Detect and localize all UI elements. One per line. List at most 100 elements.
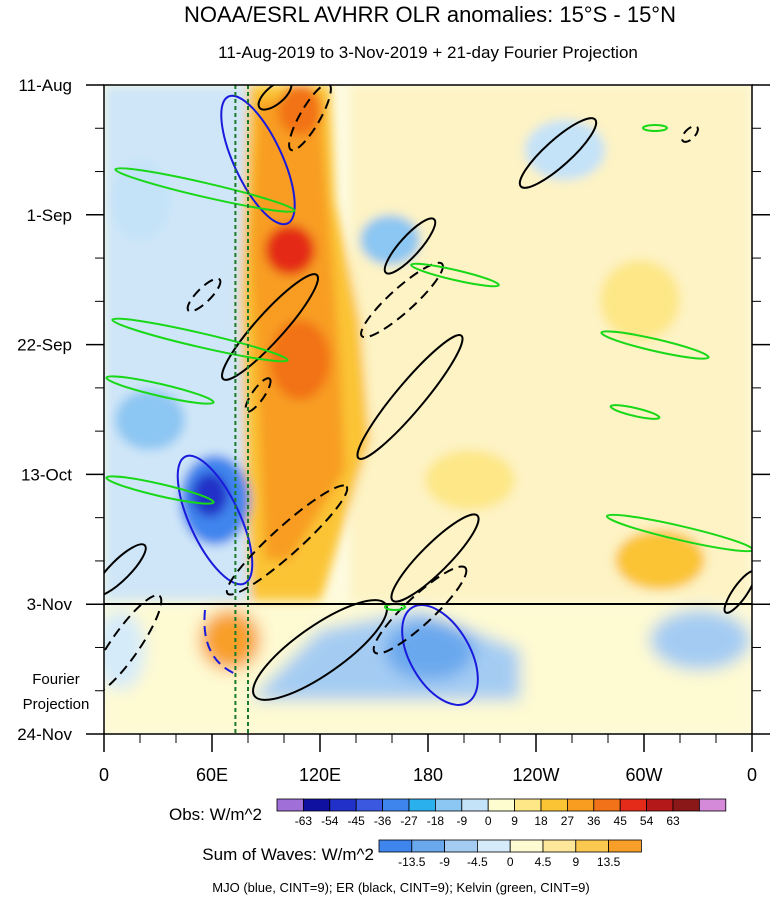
obs-field bbox=[104, 85, 750, 604]
obs-legend-label: Obs: W/m^2 bbox=[169, 805, 262, 824]
x-tick-label: 120E bbox=[299, 765, 341, 785]
plot-area bbox=[104, 85, 752, 734]
obs-legend-level: -36 bbox=[374, 814, 392, 828]
obs-legend-swatch bbox=[699, 798, 727, 812]
y-tick-label: 11-Aug bbox=[18, 76, 72, 95]
kelvin-contours bbox=[105, 124, 752, 611]
er-contour-negative bbox=[244, 377, 272, 413]
waves-legend-swatch bbox=[509, 839, 544, 853]
obs-legend-level: 18 bbox=[534, 814, 548, 828]
er-contour-negative bbox=[186, 277, 222, 313]
obs-legend-level: 36 bbox=[587, 814, 601, 828]
mjo-contour-negative bbox=[203, 609, 239, 676]
er-contour bbox=[383, 217, 437, 275]
footnote: MJO (blue, CINT=9); ER (black, CINT=9); … bbox=[212, 880, 589, 895]
x-tick-label: 0 bbox=[99, 765, 109, 785]
obs-legend-level: -9 bbox=[456, 814, 467, 828]
waves-legend-level: 9 bbox=[572, 855, 579, 869]
obs-legend-level: 54 bbox=[640, 814, 654, 828]
obs-legend-level: 63 bbox=[666, 814, 680, 828]
obs-legend-swatch bbox=[672, 798, 700, 812]
er-contour bbox=[390, 513, 480, 603]
kelvin-contour bbox=[105, 475, 215, 505]
er-contour-negative bbox=[225, 484, 349, 596]
obs-legend-swatch bbox=[355, 798, 384, 812]
er-contour bbox=[221, 273, 319, 381]
waves-legend-level: 4.5 bbox=[535, 855, 552, 869]
mjo-contour bbox=[401, 604, 479, 706]
obs-legend-swatch bbox=[593, 798, 621, 812]
negative-anomaly-core bbox=[192, 473, 228, 517]
obs-legend-swatch bbox=[329, 798, 357, 812]
projection-label-line1: Fourier bbox=[32, 671, 80, 688]
kelvin-contour bbox=[642, 124, 668, 132]
x-tick-label: 180 bbox=[413, 765, 443, 785]
mjo-contour bbox=[176, 454, 254, 586]
waves-legend-swatch bbox=[378, 839, 413, 853]
er-contour-negative bbox=[360, 261, 444, 339]
chart-title: NOAA/ESRL AVHRR OLR anomalies: 15°S - 15… bbox=[184, 2, 676, 27]
x-tick-label: 0 bbox=[747, 765, 757, 785]
obs-legend-swatch bbox=[487, 798, 516, 812]
obs-legend-swatch bbox=[461, 798, 489, 812]
er-contour bbox=[723, 570, 752, 614]
projection-negative-east bbox=[650, 610, 750, 670]
obs-legend-swatch bbox=[408, 798, 436, 812]
er-contours bbox=[104, 85, 752, 701]
positive-anomaly-east bbox=[425, 450, 515, 510]
y-tick-label: 3-Nov bbox=[27, 595, 73, 614]
er-contour-negative bbox=[104, 594, 163, 696]
projection-negative-core bbox=[385, 620, 475, 680]
waves-legend-swatch bbox=[411, 839, 445, 853]
positive-anomaly-peak-2 bbox=[265, 225, 315, 275]
obs-legend-level: 9 bbox=[511, 814, 518, 828]
y-axis: 11-Aug 1-Sep 22-Sep 13-Oct 3-Nov 24-Nov bbox=[17, 76, 770, 744]
kelvin-contour bbox=[105, 375, 215, 405]
negative-anomaly-west bbox=[115, 390, 185, 450]
er-contour bbox=[104, 543, 147, 597]
er-contour bbox=[257, 85, 293, 111]
waves-legend-level: -13.5 bbox=[398, 855, 426, 869]
obs-legend-swatch bbox=[514, 798, 542, 812]
y-tick-label: 13-Oct bbox=[21, 465, 72, 484]
er-contour bbox=[356, 334, 464, 460]
waves-legend-label: Sum of Waves: W/m^2 bbox=[202, 845, 374, 864]
obs-legend-swatch bbox=[276, 798, 304, 812]
x-tick-label: 60E bbox=[196, 765, 228, 785]
obs-legend-swatch bbox=[434, 798, 463, 812]
projection-positive bbox=[200, 610, 260, 670]
er-contour bbox=[518, 117, 598, 189]
positive-anomaly-peak-3 bbox=[278, 85, 322, 135]
mjo-reference-lines bbox=[234, 85, 249, 734]
y-tick-label: 1-Sep bbox=[27, 206, 72, 225]
obs-legend-swatch bbox=[619, 798, 648, 812]
obs-legend-level: -63 bbox=[295, 814, 313, 828]
y-tick-label: 24-Nov bbox=[17, 725, 72, 744]
kelvin-contour bbox=[600, 330, 710, 360]
obs-legend-level: -54 bbox=[321, 814, 339, 828]
x-axis: 0 60E 120E 180 120W 60W 0 bbox=[99, 734, 757, 785]
positive-anomaly-far-east bbox=[600, 260, 680, 340]
obs-legend-level: -27 bbox=[400, 814, 418, 828]
x-tick-label: 60W bbox=[625, 765, 662, 785]
obs-legend-level: -45 bbox=[348, 814, 366, 828]
kelvin-contour bbox=[114, 167, 296, 213]
waves-legend-swatch bbox=[476, 839, 511, 853]
chart-subtitle: 11-Aug-2019 to 3-Nov-2019 + 21-day Fouri… bbox=[218, 43, 638, 62]
waves-legend-level: 13.5 bbox=[597, 855, 621, 869]
er-contour-negative bbox=[288, 85, 332, 152]
kelvin-contour bbox=[111, 317, 289, 363]
positive-anomaly-se bbox=[615, 530, 705, 590]
obs-legend-swatch bbox=[302, 798, 331, 812]
obs-legend: -63 -54 -45 -36 -27 -18 -9 0 9 18 27 36 45 54 63 bbox=[276, 798, 727, 828]
kelvin-contour bbox=[609, 404, 661, 420]
obs-legend-swatch bbox=[646, 798, 674, 812]
waves-legend-level: -4.5 bbox=[467, 855, 488, 869]
negative-anomaly-central bbox=[360, 215, 420, 265]
obs-legend-level: 27 bbox=[561, 814, 575, 828]
waves-legend-level: 0 bbox=[507, 855, 514, 869]
waves-legend-swatch bbox=[608, 839, 642, 853]
y-tick-label: 22-Sep bbox=[17, 336, 72, 355]
x-tick-label: 120W bbox=[512, 765, 559, 785]
